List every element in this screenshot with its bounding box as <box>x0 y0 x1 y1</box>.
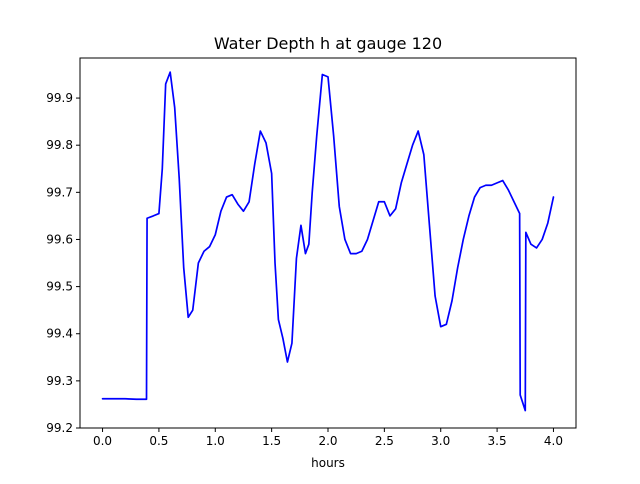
y-tick-label: 99.9 <box>46 91 73 105</box>
y-tick-label: 99.2 <box>46 421 73 435</box>
plot-area <box>80 58 576 428</box>
y-tick-label: 99.4 <box>46 327 73 341</box>
y-tick-label: 99.3 <box>46 374 73 388</box>
x-tick-label: 3.0 <box>431 434 450 448</box>
x-tick-label: 1.0 <box>206 434 225 448</box>
x-tick-label: 2.0 <box>318 434 337 448</box>
y-tick-label: 99.8 <box>46 138 73 152</box>
y-axis: 99.2 99.3 99.4 99.5 99.6 99.7 99.8 99.9 <box>46 91 80 435</box>
x-tick-label: 1.5 <box>262 434 281 448</box>
x-tick-label: 2.5 <box>375 434 394 448</box>
x-axis: 0.0 0.5 1.0 1.5 2.0 2.5 3.0 3.5 4.0 <box>93 428 563 448</box>
series-line-0 <box>101 71 555 412</box>
x-tick-label: 4.0 <box>544 434 563 448</box>
x-axis-label: hours <box>311 456 345 470</box>
x-tick-label: 0.5 <box>149 434 168 448</box>
y-tick-label: 99.7 <box>46 185 73 199</box>
y-tick-label: 99.6 <box>46 232 73 246</box>
x-tick-label: 0.0 <box>93 434 112 448</box>
x-tick-label: 3.5 <box>488 434 507 448</box>
plot-background <box>80 58 576 428</box>
chart-title: Water Depth h at gauge 120 <box>214 34 442 53</box>
y-tick-label: 99.5 <box>46 280 73 294</box>
